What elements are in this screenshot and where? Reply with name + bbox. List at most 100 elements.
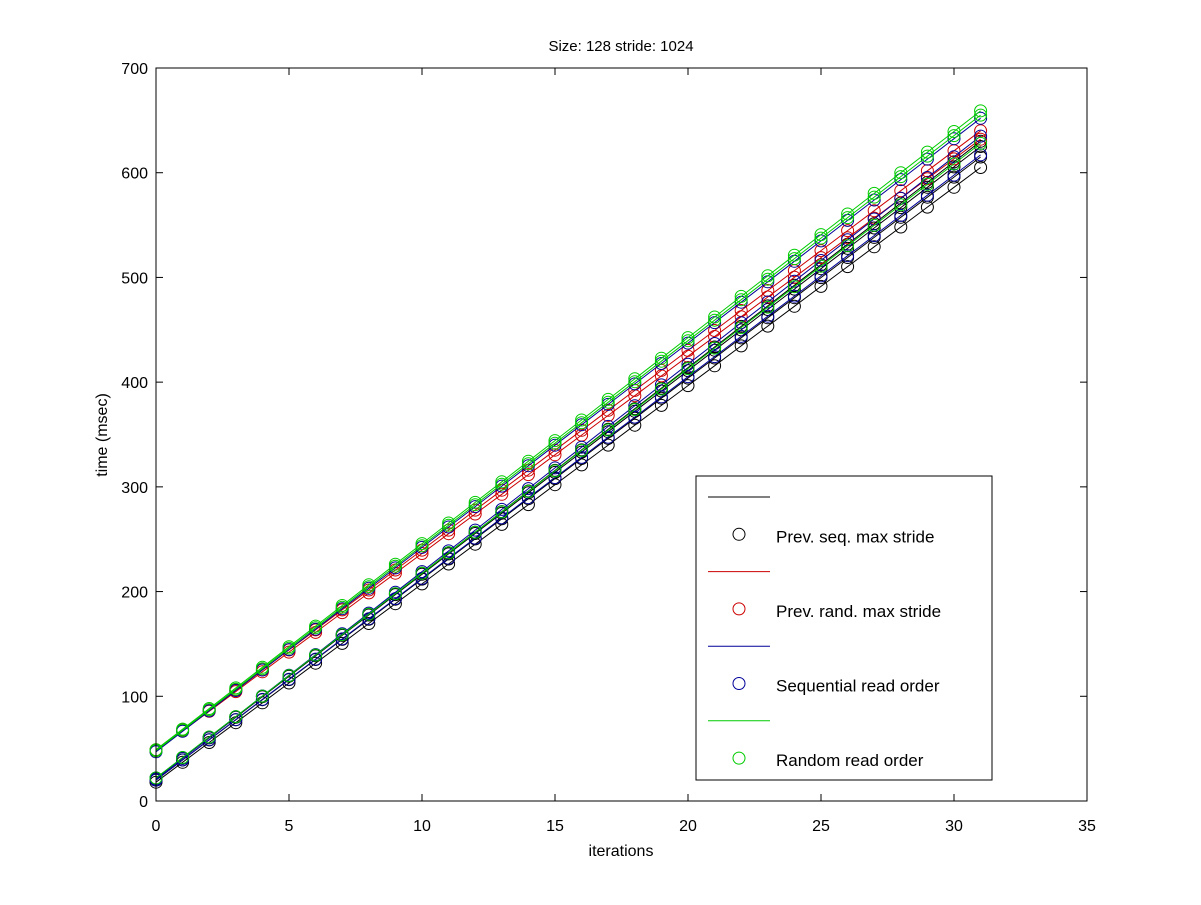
legend-marker-swatch [732, 602, 746, 616]
legend-marker-swatch [732, 751, 746, 765]
series-10-point-2 [202, 702, 216, 715]
series-11-point-21 [708, 341, 722, 355]
series-11-point-12 [468, 525, 482, 539]
series-10-point-7 [335, 599, 349, 612]
y-tick-label: 600 [121, 166, 148, 183]
series-7-point-16 [575, 440, 589, 454]
series-10-point-15 [548, 434, 562, 448]
series-6-point-25 [814, 269, 828, 283]
series-6-point-23 [761, 309, 775, 323]
series-11-point-6 [309, 648, 323, 662]
series-7-point-29 [920, 171, 934, 184]
series-10-point-8 [362, 578, 376, 592]
legend-label: Random read order [776, 751, 924, 770]
series-9-point-20 [681, 334, 695, 348]
series-7-point-31 [974, 129, 988, 143]
series-9-point-19 [654, 354, 668, 368]
series-7-point-30 [947, 150, 961, 164]
x-tick-label: 25 [812, 818, 830, 835]
series-10-point-29 [920, 145, 934, 159]
series-5-point-28 [894, 184, 908, 198]
series-6-point-24 [787, 289, 801, 303]
y-tick-label: 400 [121, 375, 148, 392]
series-11-point-15 [548, 464, 562, 478]
y-tick-label: 100 [121, 689, 148, 706]
series-10-point-9 [388, 557, 402, 571]
series-8-point-28 [894, 173, 908, 187]
series-11-point-14 [521, 484, 535, 498]
x-tick-label: 35 [1078, 818, 1096, 835]
series-11-point-2 [202, 730, 216, 744]
series-0-point-23 [761, 319, 775, 333]
series-5-point-20 [681, 343, 695, 357]
y-tick-label: 200 [121, 585, 148, 602]
series-8-point-30 [947, 132, 961, 146]
legend-marker-swatch [732, 677, 746, 690]
legend-box [695, 475, 993, 781]
x-tick-label: 15 [546, 818, 564, 835]
series-5-point-21 [708, 324, 722, 337]
series-9-point-22 [734, 293, 748, 307]
series-11-point-1 [176, 751, 190, 764]
series-6-point-15 [548, 471, 562, 485]
series-9-point-21 [708, 313, 722, 327]
series-6-point-28 [894, 208, 908, 222]
series-0-point-25 [814, 279, 828, 293]
series-11-point-29 [920, 177, 934, 191]
series-0-point-19 [654, 398, 668, 412]
series-11-point-4 [255, 689, 269, 703]
series-10-point-1 [176, 722, 190, 736]
series-4-point-31 [974, 132, 988, 146]
series-10-point-11 [442, 516, 456, 530]
series-9-point-26 [841, 211, 855, 225]
series-9-point-23 [761, 272, 775, 286]
series-10-point-17 [601, 392, 615, 406]
series-9-point-17 [601, 395, 615, 409]
x-axis: 0 5 10 15 20 25 30 35 [152, 68, 1096, 835]
series-11-point-3 [229, 710, 243, 724]
series-11-point-8 [362, 607, 376, 621]
y-axis-label: time (msec) [94, 393, 111, 477]
series-11-point-16 [575, 443, 589, 457]
series-4-point-25 [814, 251, 828, 265]
series-8-point-29 [920, 152, 934, 166]
series-9-point-24 [787, 252, 801, 266]
series-11-point-25 [814, 259, 828, 273]
series-6-point-3 [229, 713, 243, 727]
series-6-point-22 [734, 329, 748, 343]
series-7-point-15 [548, 461, 562, 475]
series-11-point-7 [335, 628, 349, 642]
series-11-point-18 [628, 403, 642, 416]
series-10-point-25 [814, 228, 828, 242]
x-tick-label: 0 [152, 818, 161, 835]
legend-label: Prev. rand. max stride [776, 602, 941, 621]
series-11-point-30 [947, 157, 961, 171]
series-10-point-28 [894, 166, 908, 180]
series-10-point-10 [415, 537, 429, 551]
y-tick-label: 500 [121, 270, 148, 287]
series-10-point-5 [282, 640, 296, 654]
series-0-point-20 [681, 379, 695, 393]
series-10-point-24 [787, 248, 801, 262]
series-6-point-30 [947, 168, 961, 182]
series-6-point-26 [841, 249, 855, 263]
x-tick-label: 5 [285, 818, 294, 835]
series-11-point-26 [841, 239, 855, 253]
series-10-point-6 [309, 619, 323, 633]
y-tick-label: 300 [121, 480, 148, 497]
series-10-point-20 [681, 331, 695, 345]
series-0-point-22 [734, 339, 748, 353]
x-tick-label: 30 [945, 818, 963, 835]
series-11-point-17 [601, 423, 615, 437]
series-10-point-21 [708, 310, 722, 324]
series-10-point-23 [761, 269, 775, 283]
plot-area-frame [155, 67, 1088, 802]
series-8-point-31 [974, 111, 988, 125]
series-9-point-29 [920, 149, 934, 163]
series-7-point-14 [521, 482, 535, 496]
series-10-point-4 [255, 660, 269, 674]
series-6-point-27 [867, 229, 881, 243]
series-6-point-18 [628, 410, 642, 424]
